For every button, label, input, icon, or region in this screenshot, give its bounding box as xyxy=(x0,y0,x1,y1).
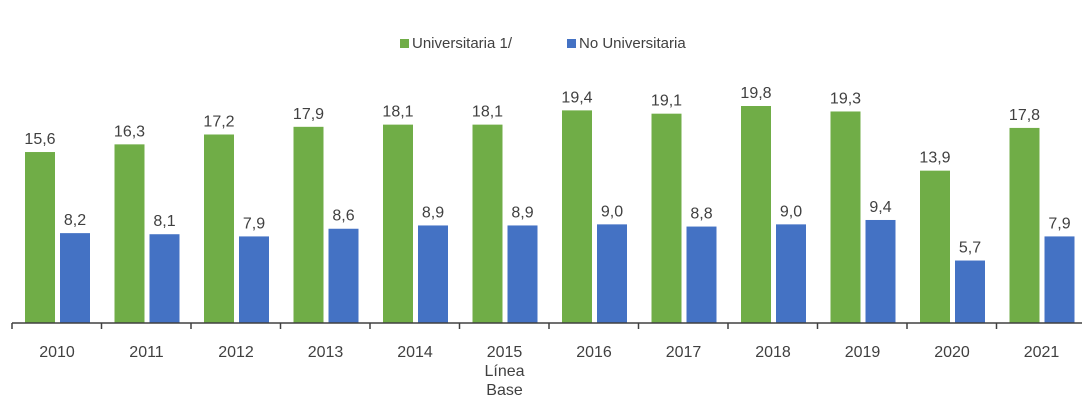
data-label: 19,1 xyxy=(651,93,682,110)
data-label: 8,8 xyxy=(690,206,712,223)
x-tick-label: 2019 xyxy=(844,344,881,361)
data-label: 17,9 xyxy=(293,106,324,123)
bar xyxy=(418,225,448,323)
legend-label: No Universitaria xyxy=(579,35,686,52)
x-tick-label: 2014 xyxy=(397,344,433,361)
data-label: 9,0 xyxy=(780,203,802,220)
bar xyxy=(562,110,592,323)
data-label: 8,2 xyxy=(64,212,86,229)
data-label: 16,3 xyxy=(114,123,145,140)
data-label: 8,1 xyxy=(153,213,175,230)
data-label: 8,6 xyxy=(332,208,354,225)
data-label: 17,8 xyxy=(1009,107,1040,124)
data-label: 18,1 xyxy=(472,104,503,121)
bar xyxy=(597,224,627,323)
data-label: 9,0 xyxy=(601,203,623,220)
bar xyxy=(149,234,180,323)
x-tick-label: 2012 xyxy=(218,344,254,361)
bar xyxy=(239,236,269,323)
data-label: 8,9 xyxy=(422,204,444,221)
bar xyxy=(293,126,324,323)
data-label: 9,4 xyxy=(869,199,891,216)
x-tick-label: 2018 xyxy=(755,344,791,361)
bar xyxy=(472,124,503,323)
bar xyxy=(328,228,359,323)
x-tick-label: 2015 Línea Base xyxy=(484,344,525,399)
data-label: 15,6 xyxy=(24,131,55,148)
bar xyxy=(1009,127,1040,323)
bar xyxy=(1044,236,1075,323)
legend-swatch xyxy=(400,39,409,48)
data-label: 19,8 xyxy=(740,85,771,102)
data-label: 17,2 xyxy=(203,113,234,130)
bar xyxy=(114,144,145,323)
data-label: 19,3 xyxy=(830,90,861,107)
bar xyxy=(920,170,950,323)
data-label: 13,9 xyxy=(919,150,950,167)
bar xyxy=(776,224,806,323)
x-tick-label: 2016 xyxy=(576,344,612,361)
bar xyxy=(204,134,234,323)
bar xyxy=(955,260,985,323)
data-label: 19,4 xyxy=(561,89,592,106)
bar xyxy=(383,124,413,323)
data-label: 8,9 xyxy=(511,204,533,221)
legend-swatch xyxy=(567,39,576,48)
bar xyxy=(25,152,55,323)
x-tick-label: 2020 xyxy=(934,344,970,361)
data-label: 5,7 xyxy=(959,240,981,257)
bar xyxy=(651,113,682,323)
bar xyxy=(830,111,861,323)
x-tick-label: 2021 xyxy=(1023,344,1060,361)
x-tick-label: 2017 xyxy=(665,344,702,361)
legend-label: Universitaria 1/ xyxy=(412,35,513,52)
x-tick-label: 2013 xyxy=(307,344,344,361)
bar xyxy=(507,225,538,323)
bar xyxy=(741,106,771,323)
data-label: 7,9 xyxy=(243,215,265,232)
bar xyxy=(686,226,717,323)
data-label: 18,1 xyxy=(382,104,413,121)
x-tick-label: 2010 xyxy=(39,344,75,361)
x-tick-label: 2011 xyxy=(129,344,164,361)
bar xyxy=(865,219,896,323)
bar xyxy=(60,233,90,323)
data-label: 7,9 xyxy=(1048,215,1070,232)
